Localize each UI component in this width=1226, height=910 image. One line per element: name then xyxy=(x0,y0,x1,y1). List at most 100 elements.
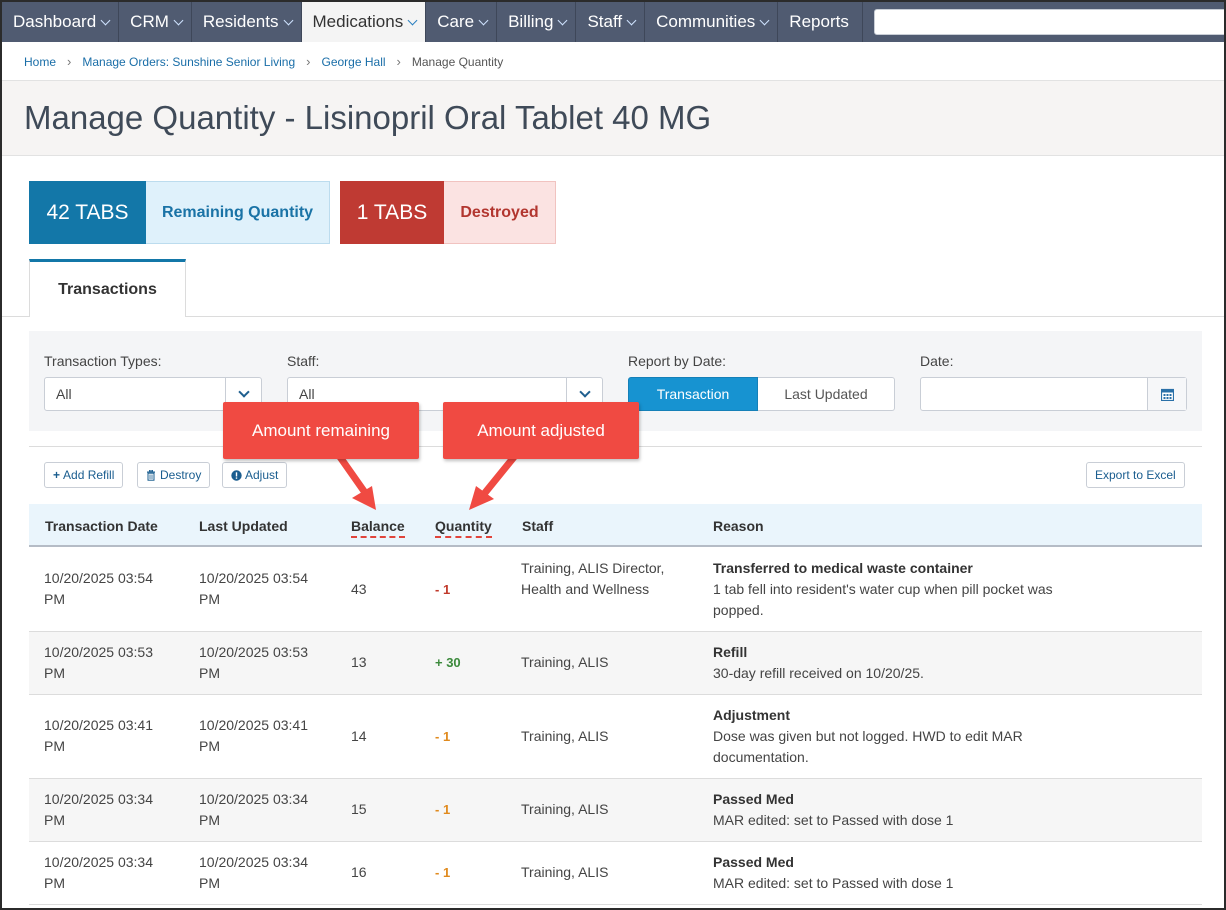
transaction-date: 10/20/2025 03:54 PM xyxy=(44,570,153,607)
staff-name: Training, ALIS xyxy=(521,864,609,880)
nav-label: Communities xyxy=(656,12,756,31)
last-updated: 10/20/2025 03:41 PM xyxy=(199,717,308,754)
table-header: Transaction Date Last Updated Balance Qu… xyxy=(29,504,1202,547)
chevron-down-icon xyxy=(173,15,184,25)
transactions-table: + Add Refill Destroy Adjust Export to Exc… xyxy=(29,446,1202,908)
remaining-quantity-label: Remaining Quantity xyxy=(146,181,330,244)
staff-value: All xyxy=(299,386,315,402)
column-staff[interactable]: Staff xyxy=(522,518,554,534)
tab-divider xyxy=(2,316,1224,317)
breadcrumb-separator-icon: › xyxy=(396,54,401,69)
balance: 15 xyxy=(351,801,367,817)
nav-dashboard[interactable]: Dashboard xyxy=(2,2,120,42)
tab-transactions[interactable]: Transactions xyxy=(29,259,186,317)
breadcrumb: Home › Manage Orders: Sunshine Senior Li… xyxy=(24,54,503,69)
staff-name: Training, ALIS xyxy=(521,728,609,744)
breadcrumb-resident[interactable]: George Hall xyxy=(321,54,386,69)
destroy-label: Destroy xyxy=(160,468,202,482)
destroyed-stat: 1 TABS Destroyed xyxy=(340,181,556,244)
nav-communities[interactable]: Communities xyxy=(645,2,779,42)
nav-label: Residents xyxy=(202,12,279,31)
date-input[interactable] xyxy=(920,377,1187,411)
quantity: - 1 xyxy=(435,802,451,817)
destroyed-value: 1 TABS xyxy=(340,181,444,244)
top-nav: Dashboard CRM Residents Medications Care… xyxy=(2,2,1224,42)
transaction-date: 10/20/2025 03:34 PM xyxy=(44,854,153,891)
nav-label: Dashboard xyxy=(13,12,97,31)
balance: 43 xyxy=(351,581,367,597)
chevron-down-icon xyxy=(759,15,770,25)
reason-title: Passed Med xyxy=(713,791,794,807)
reason-title: Refill xyxy=(713,644,748,660)
reason-text: MAR edited: set to Passed with dose 1 xyxy=(713,875,954,891)
staff-label: Staff: xyxy=(287,353,320,369)
adjust-label: Adjust xyxy=(245,468,279,482)
table-row: 10/20/2025 03:53 PM 10/20/2025 03:53 PM … xyxy=(29,632,1202,695)
table-row: 10/20/2025 03:34 PM 10/20/2025 03:34 PM … xyxy=(29,842,1202,905)
trash-icon xyxy=(147,469,155,481)
destroyed-label: Destroyed xyxy=(444,181,556,244)
transaction-types-label: Transaction Types: xyxy=(44,353,162,369)
calendar-icon xyxy=(1160,388,1174,401)
nav-staff[interactable]: Staff xyxy=(576,2,646,42)
column-transaction-date[interactable]: Transaction Date xyxy=(45,518,158,534)
nav-crm[interactable]: CRM xyxy=(119,2,192,42)
breadcrumb-current: Manage Quantity xyxy=(411,54,504,69)
adjust-button[interactable]: Adjust xyxy=(222,462,288,488)
nav-label: Medications xyxy=(312,12,404,31)
reason-title: Transferred to medical waste container xyxy=(713,560,973,576)
column-balance[interactable]: Balance xyxy=(351,518,405,538)
quantity: - 1 xyxy=(435,582,451,597)
chevron-down-icon xyxy=(478,15,489,25)
nav-billing[interactable]: Billing xyxy=(497,2,577,42)
chevron-down-icon xyxy=(566,378,602,410)
balance: 16 xyxy=(351,864,367,880)
column-quantity[interactable]: Quantity xyxy=(435,518,492,538)
exclamation-circle-icon xyxy=(231,469,242,481)
calendar-button[interactable] xyxy=(1147,378,1186,410)
staff-name: Training, ALIS Director, Health and Well… xyxy=(521,560,665,597)
quantity: - 1 xyxy=(435,729,451,744)
nav-reports[interactable]: Reports xyxy=(778,2,863,42)
transaction-types-value: All xyxy=(56,386,72,402)
column-last-updated[interactable]: Last Updated xyxy=(199,518,288,534)
quantity: - 1 xyxy=(435,865,451,880)
nav-medications[interactable]: Medications xyxy=(301,2,427,42)
transaction-date: 10/20/2025 03:34 PM xyxy=(44,791,153,828)
staff-name: Training, ALIS xyxy=(521,654,609,670)
export-excel-button[interactable]: Export to Excel xyxy=(1086,462,1185,488)
destroy-button[interactable]: Destroy xyxy=(137,462,211,488)
add-refill-button[interactable]: + Add Refill xyxy=(44,462,124,488)
export-excel-label: Export to Excel xyxy=(1095,468,1176,482)
table-row: 10/20/2025 03:34 PM 10/20/2025 03:34 PM … xyxy=(29,779,1202,842)
nav-search-area xyxy=(863,2,1224,42)
breadcrumb-separator-icon: › xyxy=(67,54,72,69)
toggle-transaction[interactable]: Transaction xyxy=(628,377,758,411)
column-reason[interactable]: Reason xyxy=(713,518,764,534)
add-refill-label: Add Refill xyxy=(63,468,115,482)
last-updated: 10/20/2025 03:54 PM xyxy=(199,570,308,607)
nav-label: Care xyxy=(437,12,475,31)
callout-amount-adjusted: Amount adjusted xyxy=(443,402,639,459)
chevron-down-icon xyxy=(557,15,568,25)
page-title: Manage Quantity - Lisinopril Oral Tablet… xyxy=(24,99,712,136)
last-updated: 10/20/2025 03:53 PM xyxy=(199,644,308,681)
callout-amount-remaining: Amount remaining xyxy=(223,402,419,459)
balance: 13 xyxy=(351,654,367,670)
breadcrumb-home[interactable]: Home xyxy=(24,54,57,69)
chevron-down-icon xyxy=(100,15,111,25)
search-input[interactable] xyxy=(873,9,1224,35)
transaction-date: 10/20/2025 03:41 PM xyxy=(44,717,153,754)
toggle-last-updated[interactable]: Last Updated xyxy=(758,377,895,411)
page-header: Manage Quantity - Lisinopril Oral Tablet… xyxy=(2,80,1224,156)
chevron-down-icon xyxy=(626,15,637,25)
table-row: 10/20/2025 03:41 PM 10/20/2025 03:41 PM … xyxy=(29,695,1202,779)
balance: 14 xyxy=(351,728,367,744)
last-updated: 10/20/2025 03:34 PM xyxy=(199,791,308,828)
staff-name: Training, ALIS xyxy=(521,801,609,817)
remaining-quantity-value: 42 TABS xyxy=(29,181,146,244)
nav-residents[interactable]: Residents xyxy=(192,2,302,42)
nav-care[interactable]: Care xyxy=(426,2,498,42)
breadcrumb-manage-orders[interactable]: Manage Orders: Sunshine Senior Living xyxy=(82,54,296,69)
